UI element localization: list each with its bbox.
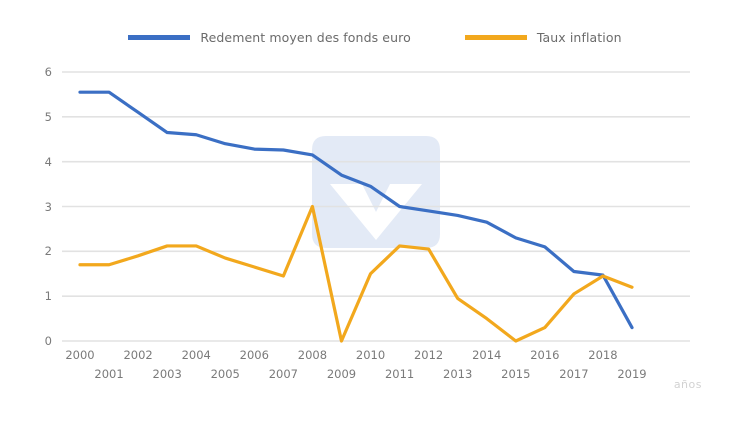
series-line-inflation <box>78 204 634 343</box>
legend-label-inflation: Taux inflation <box>536 30 622 45</box>
x-tick-label: 2004 <box>181 348 211 362</box>
chart-legend: Redement moyen des fonds euro Taux infla… <box>0 30 750 45</box>
x-tick-label: 2014 <box>472 348 502 362</box>
series-line-redement <box>78 90 634 330</box>
y-tick-label: 1 <box>44 289 52 304</box>
x-tick-label: 2011 <box>384 367 415 381</box>
x-tick-label: 2006 <box>239 348 269 362</box>
x-tick-label: 2013 <box>443 367 473 381</box>
legend-swatch-blue-icon <box>128 35 191 40</box>
x-tick-label: 2002 <box>123 348 153 362</box>
x-tick-label: 2012 <box>413 348 444 362</box>
x-tick-label: 2005 <box>210 367 240 381</box>
x-tick-label: 2007 <box>268 367 298 381</box>
x-tick-label: 2018 <box>588 348 618 362</box>
series-lines <box>78 90 634 343</box>
y-tick-label: 0 <box>44 334 52 348</box>
y-tick-label: 6 <box>44 65 52 79</box>
legend-label-redement: Redement moyen des fonds euro <box>200 30 411 45</box>
y-tick-label: 3 <box>44 199 52 214</box>
x-tick-label: 2019 <box>617 367 647 381</box>
x-tick-label: 2000 <box>65 348 95 362</box>
y-tick-label: 5 <box>44 109 52 124</box>
y-tick-label: 4 <box>44 154 52 169</box>
x-tick-label: 2010 <box>355 348 386 362</box>
x-tick-label: 2015 <box>501 367 531 381</box>
legend-item-redement[interactable]: Redement moyen des fonds euro <box>128 30 411 45</box>
x-tick-label: 2017 <box>559 367 589 381</box>
x-tick-label: 2003 <box>152 367 182 381</box>
x-tick-label: 2001 <box>94 367 124 381</box>
x-axis-caption: años <box>673 378 702 391</box>
x-tick-label: 2008 <box>297 348 328 362</box>
x-tick-label: 2016 <box>530 348 560 362</box>
gridlines <box>62 71 690 342</box>
y-tick-label: 2 <box>44 244 52 259</box>
x-tick-label: 2009 <box>326 367 357 381</box>
legend-swatch-orange-icon <box>464 35 527 40</box>
legend-item-inflation[interactable]: Taux inflation <box>464 30 622 45</box>
